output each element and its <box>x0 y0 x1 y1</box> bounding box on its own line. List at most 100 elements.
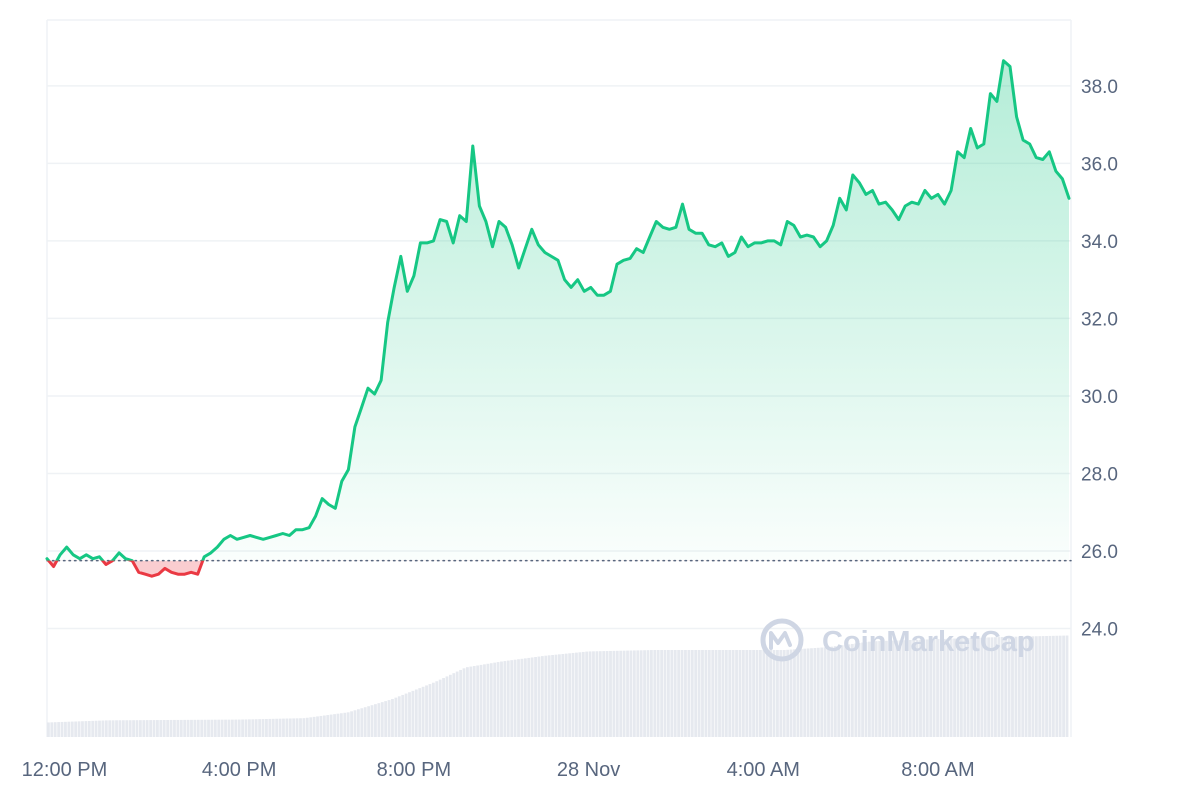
volume-bar <box>1031 636 1035 737</box>
volume-bar <box>278 718 282 737</box>
volume-bar <box>694 650 698 737</box>
volume-bar <box>820 647 824 737</box>
volume-bar <box>329 714 333 737</box>
volume-bar <box>305 717 309 737</box>
volume-bar <box>336 713 340 737</box>
volume-bar <box>142 720 146 737</box>
volume-bar <box>319 715 323 737</box>
volume-bar <box>466 667 469 737</box>
volume-bar <box>636 650 640 737</box>
volume-bar <box>949 638 953 737</box>
volume-bar <box>394 697 398 737</box>
volume-bar <box>193 719 197 737</box>
volume-bar <box>537 656 541 737</box>
volume-bar <box>1014 636 1018 737</box>
volume-bar <box>448 674 452 737</box>
volume-bar <box>247 719 251 737</box>
volume-bar <box>622 650 626 737</box>
volume-bar <box>765 650 769 737</box>
volume-bar <box>868 641 871 737</box>
y-tick-label: 32.0 <box>1081 309 1118 330</box>
volume-bar <box>472 666 476 737</box>
volume-bar <box>476 665 480 737</box>
volume-bar <box>701 650 704 737</box>
volume-bar <box>224 719 227 737</box>
volume-bar <box>1007 636 1011 737</box>
volume-bar <box>360 708 364 737</box>
volume-bar <box>810 648 813 737</box>
x-tick-label: 4:00 AM <box>727 759 800 781</box>
volume-bar <box>711 650 715 737</box>
volume-bar <box>578 652 582 737</box>
volume-bar <box>796 649 800 737</box>
volume-bar <box>455 671 459 737</box>
volume-bar <box>1034 636 1038 737</box>
volume-bar <box>353 710 357 737</box>
volume-bar <box>186 719 190 737</box>
volume-bar <box>966 638 970 737</box>
volume-bar <box>384 701 388 737</box>
volume-bar <box>656 650 660 737</box>
volume-bar <box>772 650 776 737</box>
volume-bar <box>230 719 234 737</box>
volume-bar <box>295 718 299 737</box>
volume-bar <box>367 706 371 737</box>
volume-bar <box>769 650 773 737</box>
x-tick-label: 12:00 PM <box>22 759 108 781</box>
volume-bar <box>462 668 466 737</box>
volume-bar <box>854 643 858 737</box>
volume-bar <box>414 689 418 737</box>
volume-bar <box>922 639 926 737</box>
volume-bar <box>145 720 149 737</box>
volume-bar <box>431 682 435 737</box>
price-line-up <box>45 59 1071 561</box>
volume-bar <box>741 650 745 737</box>
volume-bar <box>718 650 721 737</box>
y-tick-label: 38.0 <box>1081 77 1118 98</box>
volume-bar <box>997 637 1001 737</box>
volume-bar <box>697 650 701 737</box>
volume-bar <box>994 637 997 737</box>
volume-bar <box>374 704 377 737</box>
volume-bar <box>1017 636 1021 737</box>
volume-bar <box>915 639 919 737</box>
volume-bar <box>936 639 939 737</box>
x-tick-label: 28 Nov <box>557 759 620 781</box>
volume-bar <box>925 639 929 737</box>
volume-bar <box>724 650 728 737</box>
volume-bar <box>285 718 289 737</box>
volume-bar <box>653 650 657 737</box>
volume-bar <box>84 721 88 737</box>
volume-bar <box>438 679 442 737</box>
volume-bar <box>721 650 725 737</box>
volume-bar <box>629 650 633 737</box>
volume-bar <box>786 649 790 737</box>
volume-bar <box>977 637 980 737</box>
volume-bar <box>830 646 834 737</box>
volume-bar <box>104 720 108 737</box>
volume-bar <box>823 647 827 737</box>
volume-bar <box>833 646 837 737</box>
x-tick-label: 4:00 PM <box>202 759 276 781</box>
volume-bar <box>816 647 820 737</box>
volume-bar <box>799 648 803 737</box>
volume-bar <box>864 642 868 737</box>
volume-bar <box>404 693 408 737</box>
x-tick-label: 8:00 PM <box>377 759 451 781</box>
volume-bar <box>479 664 483 737</box>
volume-bar <box>425 685 428 737</box>
volume-bar <box>581 651 585 737</box>
volume-bar <box>135 720 139 737</box>
volume-bar <box>1055 635 1059 737</box>
volume-bar <box>309 717 313 737</box>
volume-bar <box>125 720 129 737</box>
volume-bar <box>959 638 963 737</box>
volume-bar <box>639 650 643 737</box>
volume-bar <box>547 655 551 737</box>
volume-bar <box>902 640 905 737</box>
volume-bar <box>626 650 629 737</box>
volume-bar <box>803 648 807 737</box>
volume-bar <box>91 720 95 737</box>
volume-bar <box>64 721 67 737</box>
volume-bar <box>261 719 265 737</box>
